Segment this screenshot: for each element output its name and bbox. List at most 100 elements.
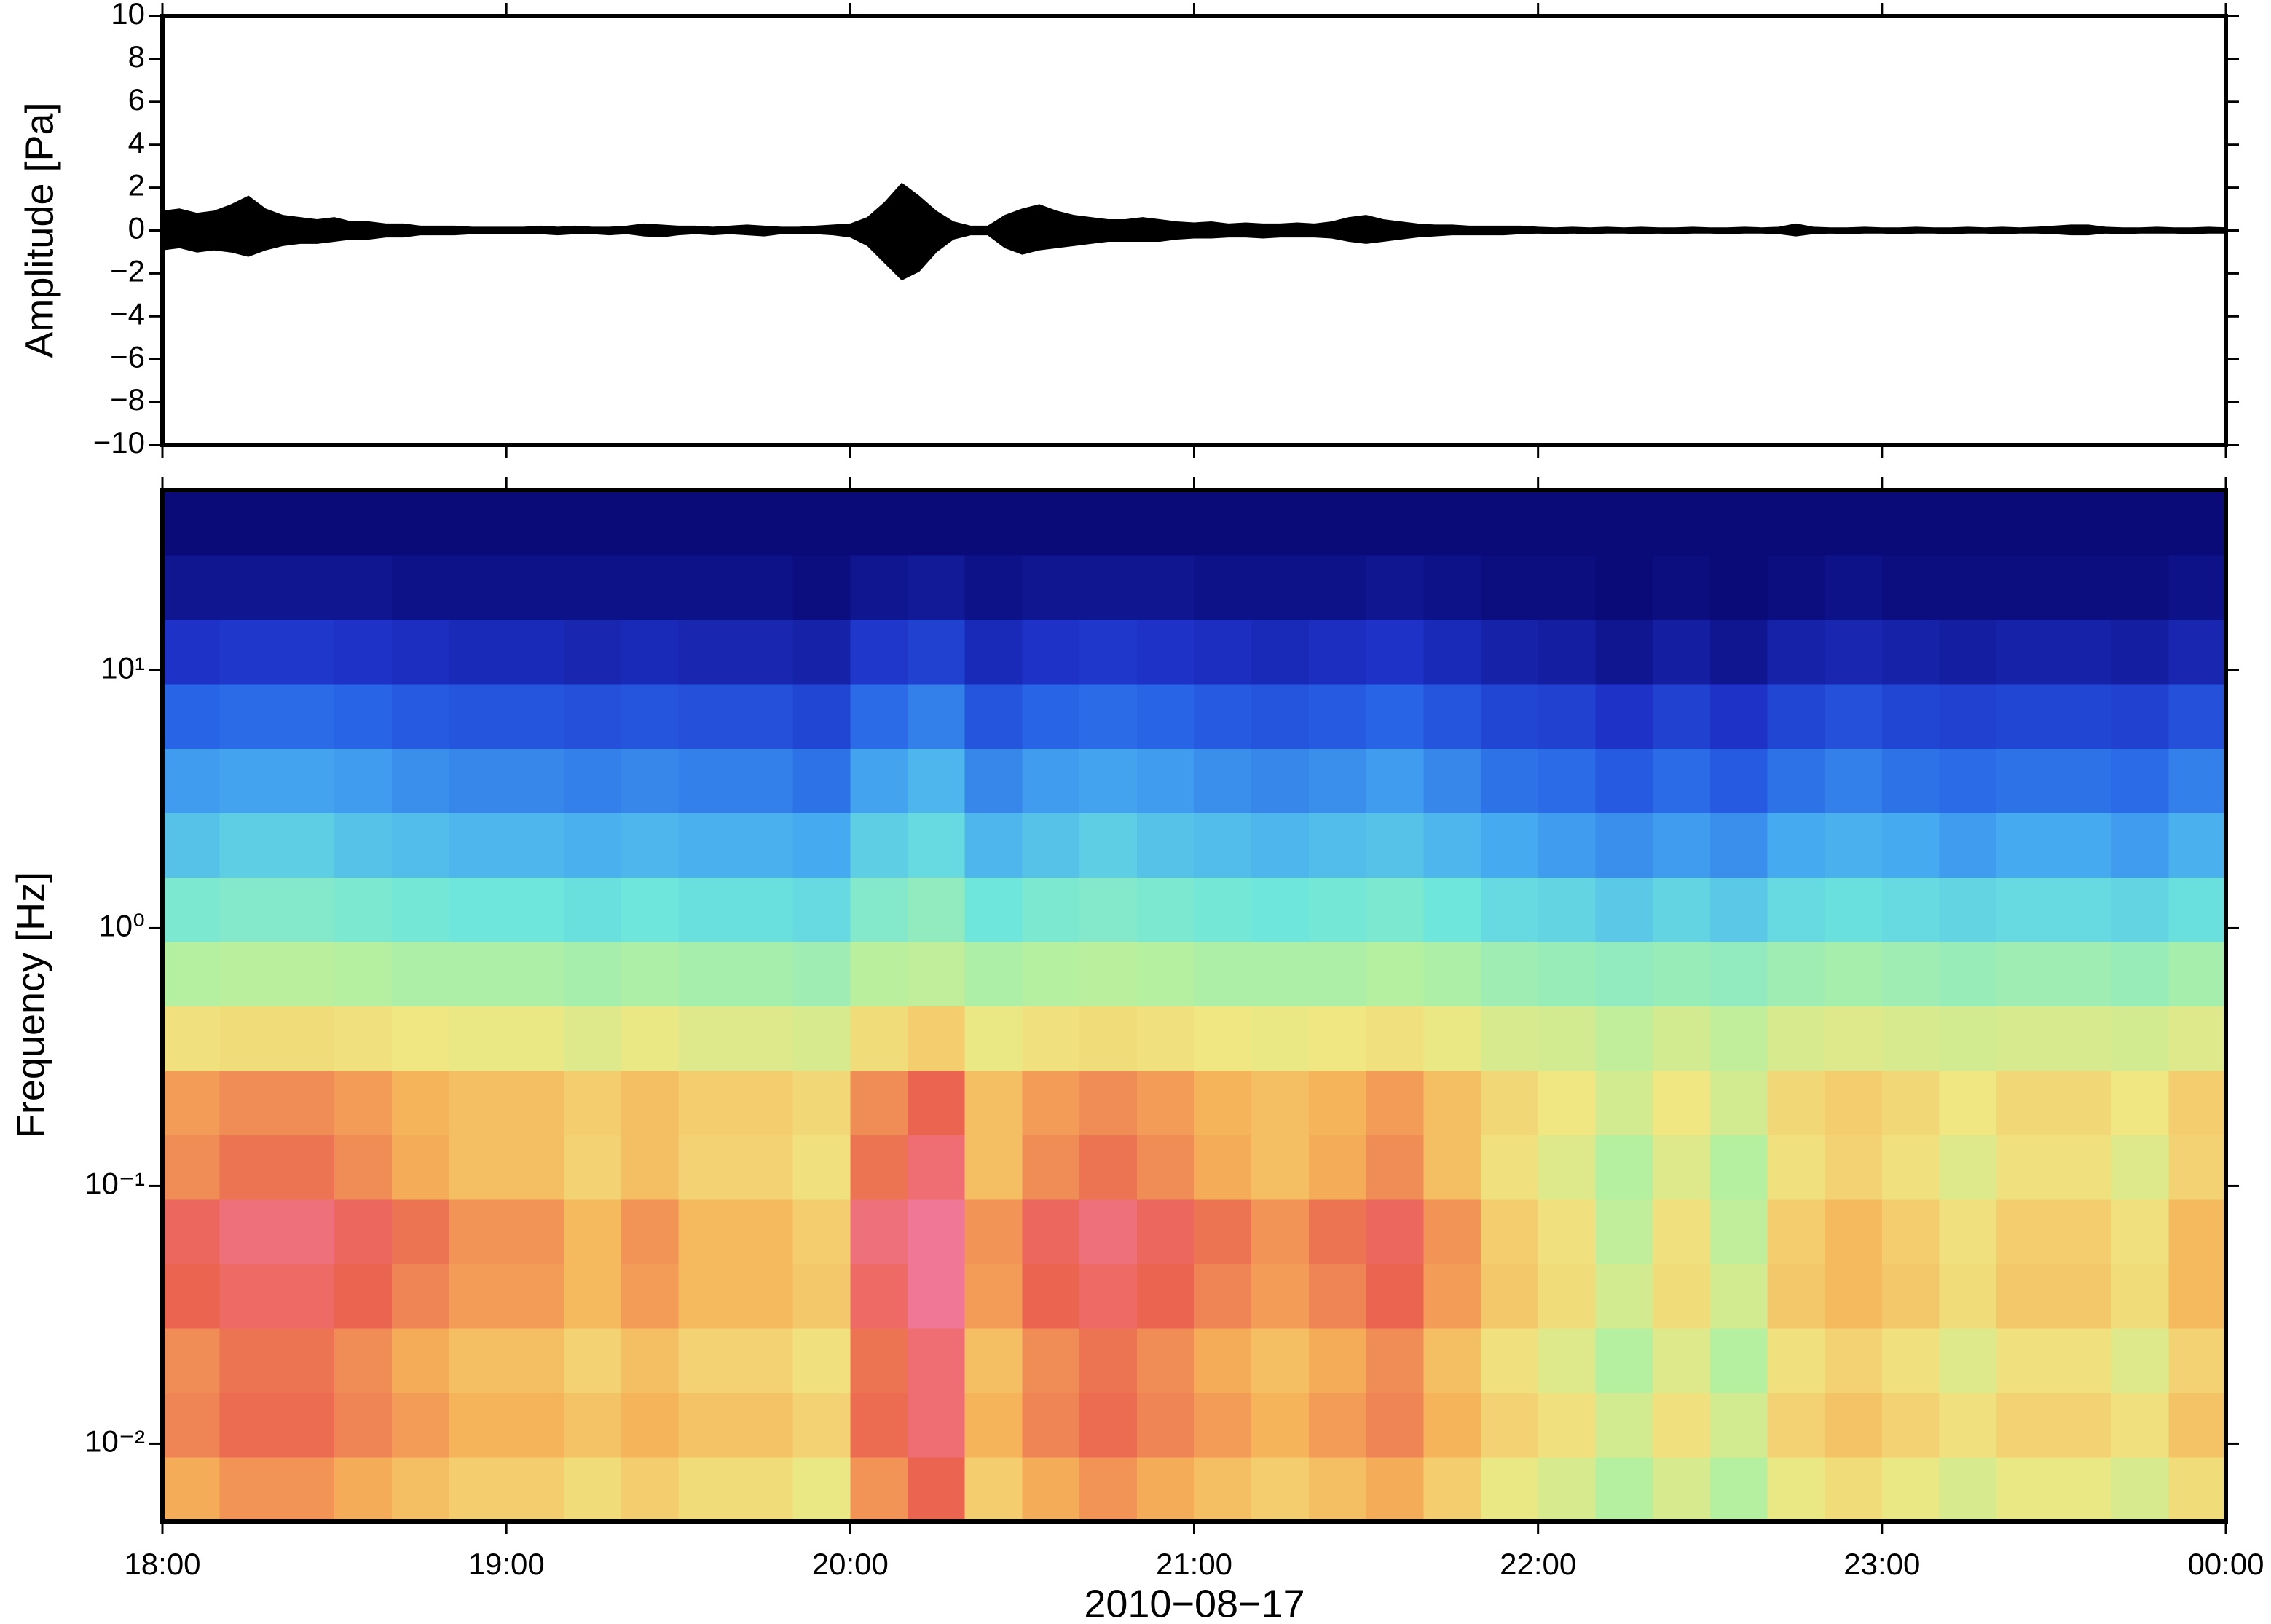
spectrogram-cell [850,490,909,556]
spectrogram-cell [1881,1457,1940,1522]
spectrogram-cell [1423,877,1481,942]
spectrogram-cell [1308,748,1367,813]
spectrogram-cell [1939,490,1998,556]
spectrogram-cell [563,490,622,556]
spectrogram-cell [506,1264,564,1329]
spectrogram-cell [2168,1135,2227,1200]
spectrogram-cell [964,1199,1023,1264]
spectrogram-cell [1996,748,2055,813]
spectrogram-cell [964,683,1023,749]
spectrogram-cell [2168,619,2227,685]
spectrogram-cell [964,619,1023,685]
spectrogram-cell [563,1392,622,1458]
spectrogram-cell [277,877,336,942]
spectrogram-cell [964,748,1023,813]
spectrogram-cell [908,1328,966,1394]
spectrogram-cell [1251,1199,1310,1264]
y-tick-label: 8 [128,39,145,74]
spectrogram-cell [2111,1006,2170,1071]
spectrogram-cell [1194,554,1253,620]
spectrogram-cell [1079,1264,1138,1329]
spectrogram-cell [1136,1135,1195,1200]
spectrogram-cell [1538,1006,1597,1071]
spectrogram-cell [1480,941,1539,1006]
spectrogram-cell [449,941,508,1006]
spectrogram-cell [1480,812,1539,878]
spectrogram-cell [1366,1264,1425,1329]
spectrogram-cell [2053,1135,2112,1200]
spectrogram-cell [1595,941,1654,1006]
spectrogram-cell [1308,1264,1367,1329]
spectrogram-cell [1136,554,1195,620]
spectrogram-cell [1022,1328,1081,1394]
spectrogram-cell [334,1457,393,1522]
spectrogram-cell [1538,877,1597,942]
spectrogram-cell [1308,877,1367,942]
spectrogram-cell [908,1135,966,1200]
spectrogram-cell [792,812,851,878]
spectrogram-cell [1538,941,1597,1006]
spectrogram-cell [1767,1070,1826,1136]
spectrogram-cell [162,941,221,1006]
spectrogram-cell [1423,490,1481,556]
spectrogram-cell [735,812,794,878]
spectrogram-cell [678,1135,736,1200]
spectrogram-cell [506,1199,564,1264]
y-tick-label: 10⁻¹ [84,1167,145,1201]
spectrogram-cell [1423,812,1481,878]
spectrogram-cell [2053,877,2112,942]
spectrogram-cell [2053,683,2112,749]
spectrogram-cell [792,877,851,942]
spectrogram-cell [1767,748,1826,813]
spectrogram-cell [1595,1199,1654,1264]
spectrogram-cell [506,490,564,556]
spectrogram-cell [850,812,909,878]
spectrogram-cell [391,748,450,813]
spectrogram-cell [1653,812,1711,878]
spectrogram-cell [678,877,736,942]
spectrogram-cell [506,619,564,685]
spectrogram-cell [391,683,450,749]
spectrogram-cell [2111,1457,2170,1522]
spectrogram-cell [449,1070,508,1136]
spectrogram-cell [1022,1199,1081,1264]
spectrogram-cell [1996,1135,2055,1200]
spectrogram-cell [792,1457,851,1522]
spectrogram-cell [1480,1392,1539,1458]
spectrogram-cell [1653,1264,1711,1329]
spectrogram-cell [2053,748,2112,813]
spectrogram-cell [1709,490,1768,556]
spectrogram-cell [219,941,278,1006]
spectrogram-cell [2168,1006,2227,1071]
spectrogram-cell [2111,1328,2170,1394]
spectrogram-cell [1366,1006,1425,1071]
y-axis-title: Amplitude [Pa] [17,102,61,358]
spectrogram-cell [277,1328,336,1394]
spectrogram-cell [964,490,1023,556]
spectrogram-cell [678,683,736,749]
y-tick-label: 0 [128,211,145,245]
x-tick-label: 22:00 [1500,1547,1576,1581]
spectrogram-cell [964,1392,1023,1458]
spectrogram-cell [219,683,278,749]
y-tick-label: 10¹ [101,651,145,685]
spectrogram-cell [678,812,736,878]
spectrogram-cell [334,877,393,942]
spectrogram-cell [1709,1135,1768,1200]
spectrogram-cell [219,1264,278,1329]
spectrogram-cell [908,619,966,685]
y-tick-label: −2 [110,253,145,288]
spectrogram-cell [162,683,221,749]
spectrogram-cell [1366,619,1425,685]
spectrogram-cell [1767,1392,1826,1458]
spectrogram-cell [1653,1328,1711,1394]
spectrogram-cell [391,1135,450,1200]
spectrogram-cell [1709,1392,1768,1458]
spectrogram-cell [449,1006,508,1071]
spectrogram-cell [2168,490,2227,556]
spectrogram-cell [449,877,508,942]
spectrogram-cell [1194,748,1253,813]
spectrogram-cell [2053,1328,2112,1394]
spectrogram-cell [964,941,1023,1006]
